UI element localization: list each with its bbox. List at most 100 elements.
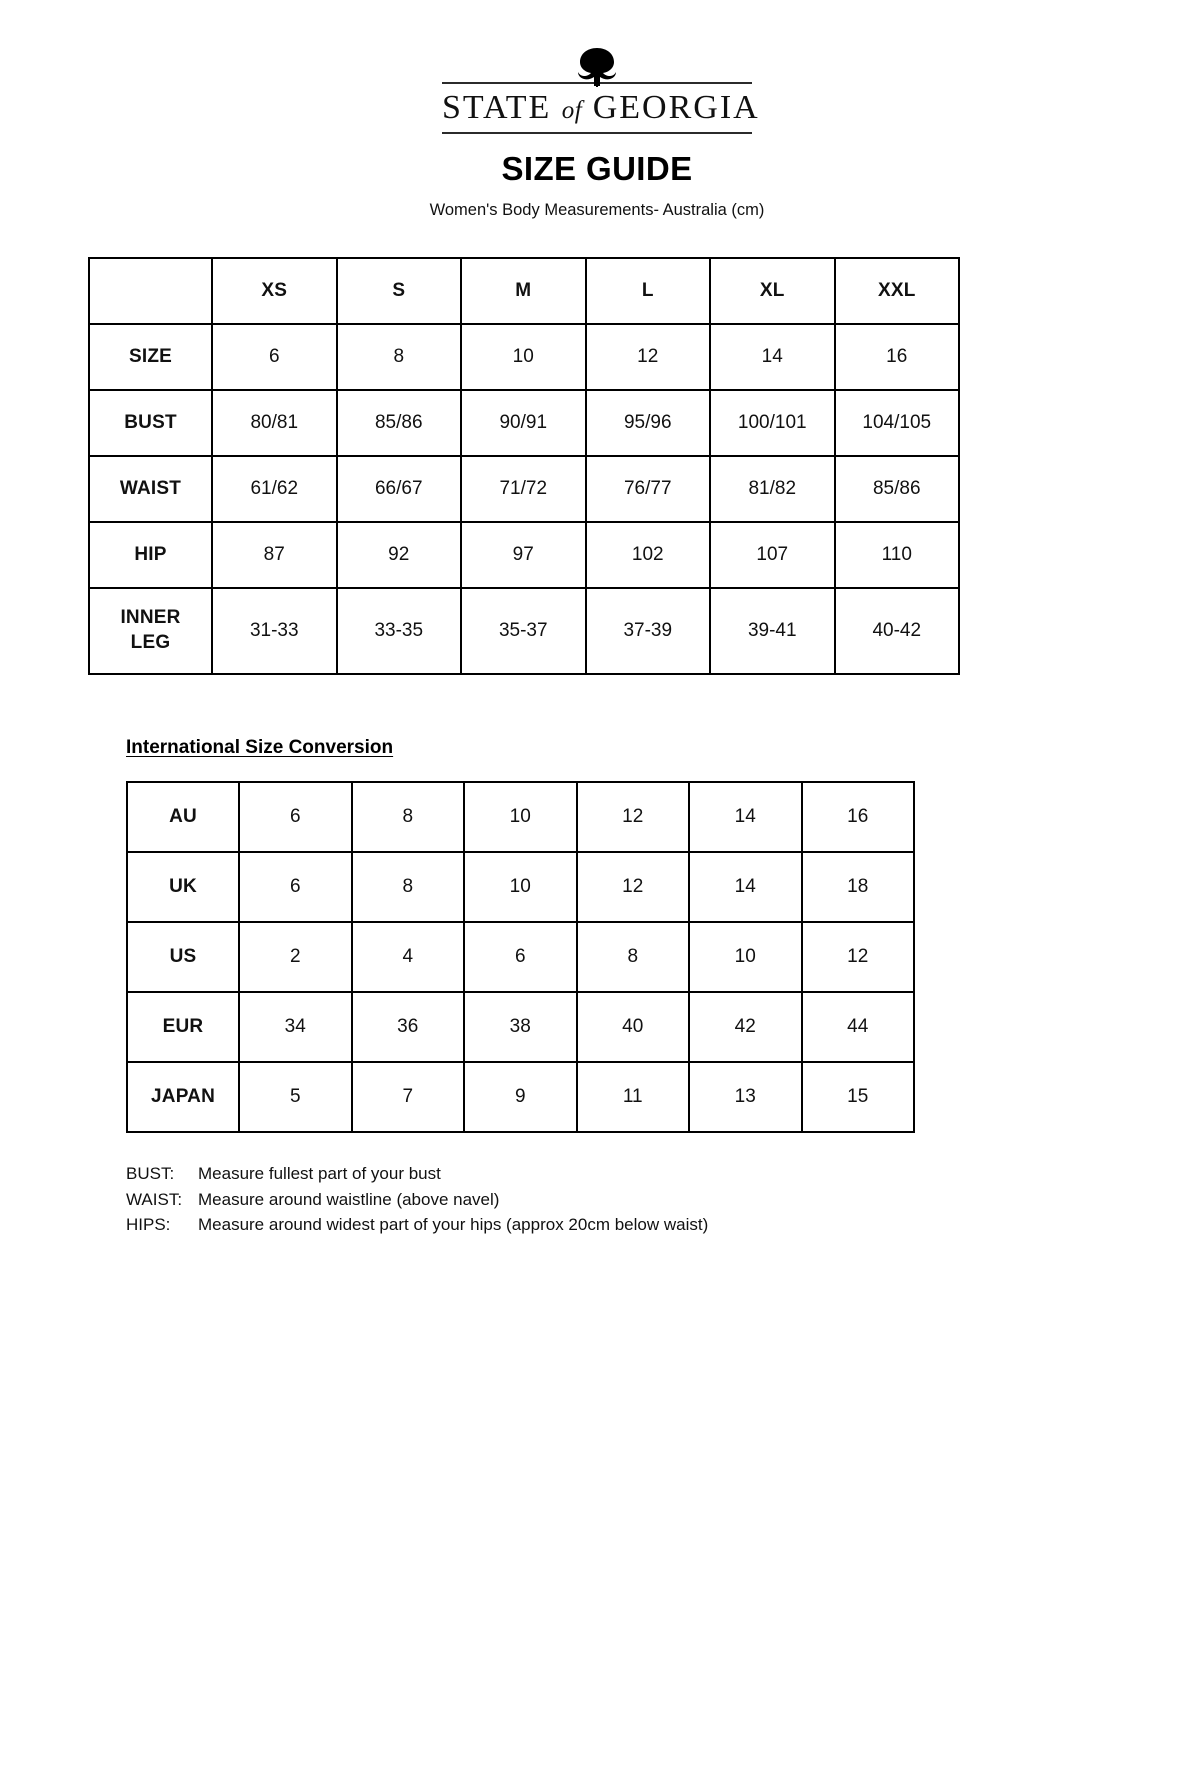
- size-conversion-table-container: AU 6 8 10 12 14 16 UK 6 8 10 12 14 18: [126, 780, 915, 1133]
- size-conversion-table: AU 6 8 10 12 14 16 UK 6 8 10 12 14 18: [126, 780, 915, 1133]
- row-label-inner-leg: INNER LEG: [88, 586, 213, 675]
- conversion-cell-uk-5: 14: [688, 850, 803, 923]
- conversion-cell-japan-5: 13: [688, 1060, 803, 1133]
- conversion-cell-japan-2: 7: [350, 1060, 465, 1133]
- table-row-inner-leg: INNER LEG 31-33 33-35 35-37 37-39 39-41 4…: [88, 586, 960, 675]
- cell-hip-xs: 87: [211, 520, 338, 589]
- brand-name-part1: STATE: [442, 89, 552, 126]
- row-label-waist: WAIST: [88, 454, 213, 523]
- cell-hip-xxl: 110: [833, 520, 960, 589]
- cell-bust-l: 95/96: [584, 388, 711, 457]
- cell-inner-leg-l: 37-39: [584, 586, 711, 675]
- conversion-cell-us-6: 12: [800, 920, 915, 993]
- brand-name-of: of: [561, 97, 583, 124]
- table-row-waist: WAIST 61/62 66/67 71/72 76/77 81/82 85/8…: [88, 454, 960, 523]
- note-waist: WAIST: Measure around waistline (above na…: [126, 1187, 1194, 1213]
- cell-inner-leg-xs: 31-33: [211, 586, 338, 675]
- cell-waist-xs: 61/62: [211, 454, 338, 523]
- cell-hip-xl: 107: [709, 520, 836, 589]
- cell-waist-l: 76/77: [584, 454, 711, 523]
- brand-logo: STATE of GEORGIA: [442, 46, 758, 134]
- conversion-label-japan: JAPAN: [126, 1060, 240, 1133]
- cell-size-m: 10: [460, 322, 587, 391]
- table-row-size: SIZE 6 8 10 12 14 16: [88, 322, 960, 391]
- conversion-cell-uk-1: 6: [238, 850, 353, 923]
- table-row-hip: HIP 87 92 97 102 107 110: [88, 520, 960, 589]
- cell-bust-s: 85/86: [335, 388, 462, 457]
- header-cell-xxl: XXL: [833, 256, 960, 325]
- cell-inner-leg-xl: 39-41: [709, 586, 836, 675]
- header-cell-xs: XS: [211, 256, 338, 325]
- note-bust-text: Measure fullest part of your bust: [198, 1163, 441, 1183]
- table-header-row: XS S M L XL XXL: [88, 256, 960, 325]
- cell-bust-xl: 100/101: [709, 388, 836, 457]
- row-label-size: SIZE: [88, 322, 213, 391]
- conversion-cell-au-2: 8: [350, 780, 465, 853]
- note-waist-text: Measure around waistline (above navel): [198, 1189, 500, 1209]
- conversion-cell-us-1: 2: [238, 920, 353, 993]
- cell-bust-m: 90/91: [460, 388, 587, 457]
- cell-hip-l: 102: [584, 520, 711, 589]
- conversion-cell-uk-3: 10: [463, 850, 578, 923]
- conversion-row-eur: EUR 34 36 38 40 42 44: [126, 990, 915, 1063]
- conversion-cell-eur-2: 36: [350, 990, 465, 1063]
- conversion-label-uk: UK: [126, 850, 240, 923]
- header-cell-blank: [88, 256, 213, 325]
- row-label-inner-leg-line2: LEG: [130, 631, 171, 653]
- header-cell-m: M: [460, 256, 587, 325]
- tree-logo-icon: [578, 48, 616, 87]
- cell-bust-xs: 80/81: [211, 388, 338, 457]
- brand-name-part2: GEORGIA: [592, 89, 760, 126]
- conversion-label-au: AU: [126, 780, 240, 853]
- cell-size-xxl: 16: [833, 322, 960, 391]
- conversion-cell-us-5: 10: [688, 920, 803, 993]
- page-subtitle: Women's Body Measurements- Australia (cm…: [429, 200, 765, 219]
- cell-waist-s: 66/67: [335, 454, 462, 523]
- cell-size-xs: 6: [211, 322, 338, 391]
- conversion-row-uk: UK 6 8 10 12 14 18: [126, 850, 915, 923]
- conversion-cell-japan-6: 15: [800, 1060, 915, 1133]
- header-cell-l: L: [584, 256, 711, 325]
- conversion-cell-au-5: 14: [688, 780, 803, 853]
- body-measurements-table: XS S M L XL XXL SIZE 6 8 10 12 14 16: [88, 256, 960, 675]
- cell-hip-s: 92: [335, 520, 462, 589]
- conversion-cell-us-3: 6: [463, 920, 578, 993]
- cell-inner-leg-xxl: 40-42: [833, 586, 960, 675]
- conversion-cell-eur-3: 38: [463, 990, 578, 1063]
- conversion-label-us: US: [126, 920, 240, 993]
- conversion-cell-au-6: 16: [800, 780, 915, 853]
- note-hips-label: HIPS:: [126, 1215, 171, 1235]
- conversion-cell-uk-6: 18: [800, 850, 915, 923]
- row-label-hip: HIP: [88, 520, 213, 589]
- measurement-notes: BUST: Measure fullest part of your bust W…: [126, 1161, 1194, 1238]
- page-title: SIZE GUIDE: [501, 149, 693, 187]
- conversion-label-eur: EUR: [126, 990, 240, 1063]
- cell-size-xl: 14: [709, 322, 836, 391]
- conversion-cell-uk-2: 8: [350, 850, 465, 923]
- header-cell-xl: XL: [709, 256, 836, 325]
- document-header: STATE of GEORGIA SIZE GUIDE Women's Body…: [0, 0, 1194, 220]
- cell-bust-xxl: 104/105: [833, 388, 960, 457]
- cell-hip-m: 97: [460, 520, 587, 589]
- note-hips-text: Measure around widest part of your hips …: [198, 1215, 709, 1235]
- conversion-row-japan: JAPAN 5 7 9 11 13 15: [126, 1060, 915, 1133]
- cell-inner-leg-m: 35-37: [460, 586, 587, 675]
- row-label-inner-leg-line1: INNER: [120, 607, 181, 629]
- cell-size-s: 8: [335, 322, 462, 391]
- note-waist-label: WAIST:: [126, 1189, 183, 1209]
- conversion-cell-us-2: 4: [350, 920, 465, 993]
- cell-waist-xxl: 85/86: [833, 454, 960, 523]
- body-measurements-table-container: XS S M L XL XXL SIZE 6 8 10 12 14 16: [88, 256, 960, 675]
- conversion-cell-us-4: 8: [575, 920, 690, 993]
- cell-waist-m: 71/72: [460, 454, 587, 523]
- conversion-cell-japan-1: 5: [238, 1060, 353, 1133]
- cell-inner-leg-s: 33-35: [335, 586, 462, 675]
- brand-wordmark: STATE of GEORGIA: [442, 89, 758, 127]
- conversion-cell-au-1: 6: [238, 780, 353, 853]
- header-cell-s: S: [335, 256, 462, 325]
- conversion-cell-eur-6: 44: [800, 990, 915, 1063]
- cell-size-l: 12: [584, 322, 711, 391]
- table-row-bust: BUST 80/81 85/86 90/91 95/96 100/101 104…: [88, 388, 960, 457]
- conversion-row-au: AU 6 8 10 12 14 16: [126, 780, 915, 853]
